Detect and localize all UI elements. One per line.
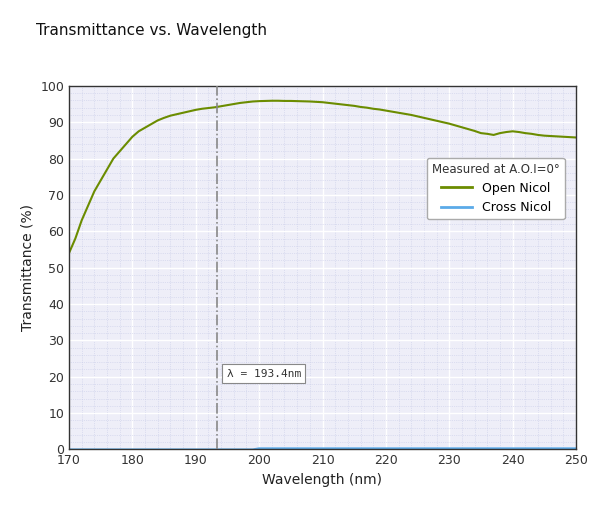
Open Nicol [446,121,453,127]
Cross Nicol [350,445,358,451]
Open Nicol [509,128,516,134]
Line: Cross Nicol: Cross Nicol [69,448,576,449]
Open Nicol [389,109,396,115]
Text: Transmittance vs. Wavelength: Transmittance vs. Wavelength [36,23,267,38]
Open Nicol [350,103,358,109]
Open Nicol [572,134,580,140]
Cross Nicol [256,445,263,451]
Cross Nicol [65,446,73,452]
Cross Nicol [509,445,516,451]
Cross Nicol [446,445,453,451]
Line: Open Nicol: Open Nicol [69,101,576,253]
Legend: Open Nicol, Cross Nicol: Open Nicol, Cross Nicol [427,158,565,219]
Open Nicol [268,98,275,104]
Cross Nicol [572,445,580,451]
Cross Nicol [389,445,396,451]
Y-axis label: Transmittance (%): Transmittance (%) [21,204,35,331]
Open Nicol [484,131,491,137]
Open Nicol [528,131,535,137]
Text: λ = 193.4nm: λ = 193.4nm [227,369,301,379]
Open Nicol [65,250,73,256]
Cross Nicol [484,445,491,451]
Cross Nicol [528,445,535,451]
X-axis label: Wavelength (nm): Wavelength (nm) [263,473,383,487]
